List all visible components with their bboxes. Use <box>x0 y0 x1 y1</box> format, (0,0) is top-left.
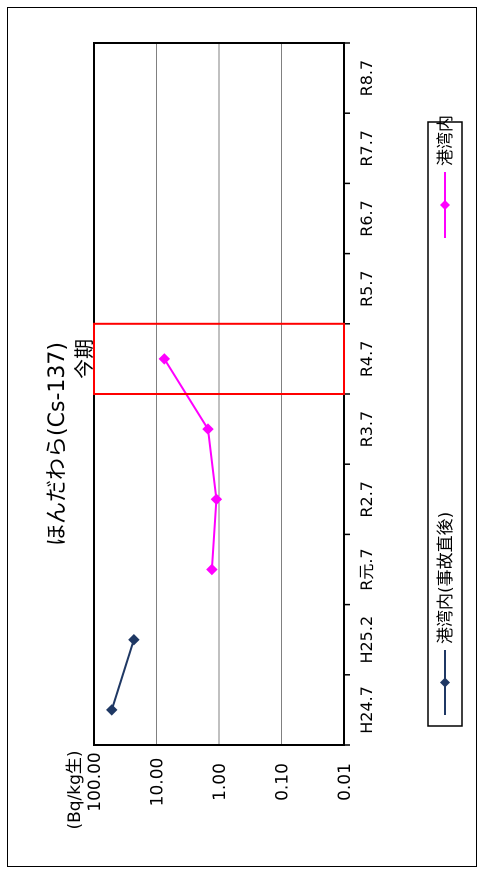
y-tick-label: 0.10 <box>273 763 293 801</box>
x-tick-label: R6.7 <box>357 200 376 237</box>
x-tick-label: R7.7 <box>357 130 376 167</box>
x-tick-label: R8.7 <box>357 60 376 97</box>
x-tick-label: R4.7 <box>357 341 376 378</box>
x-tick-label: H24.7 <box>357 686 376 734</box>
x-tick-label: R5.7 <box>357 270 376 307</box>
highlight-label: 今期 <box>72 339 96 379</box>
data-point <box>128 633 140 646</box>
data-point <box>106 704 118 716</box>
y-tick-label: 100.00 <box>85 752 105 811</box>
x-tick-label: H25.2 <box>357 616 376 664</box>
series-line <box>110 639 135 711</box>
data-point <box>202 423 214 435</box>
legend-label: 港湾内(事故直後) <box>436 512 456 644</box>
y-tick-label: 0.01 <box>335 763 355 801</box>
data-point <box>158 353 171 365</box>
x-tick-label: R3.7 <box>357 411 376 448</box>
y-axis-unit: (Bq/kg生) <box>65 750 85 829</box>
chart-frame <box>7 7 477 867</box>
y-tick-label: 10.00 <box>148 758 168 807</box>
legend: 港湾内(事故直後) 港湾内 <box>427 115 463 727</box>
labels-layer: 100.00 10.00 1.00 0.10 0.01 H24.7 H25.2 R元.7 R2.… <box>45 60 376 830</box>
legend-marker <box>440 677 450 688</box>
data-point <box>210 493 223 506</box>
highlight-layer <box>93 322 345 395</box>
legend-label: 港湾内 <box>436 115 456 166</box>
data-point <box>206 563 218 576</box>
axis-ticks <box>344 42 350 746</box>
legend-marker <box>440 200 450 210</box>
chart-title: ほんだわら(Cs-137) <box>45 342 70 546</box>
x-tick-label: R2.7 <box>357 481 376 518</box>
current-period-box <box>93 322 345 395</box>
series-layer <box>106 353 223 716</box>
x-tick-label: R元.7 <box>357 548 376 590</box>
series-line <box>163 358 218 570</box>
y-tick-label: 1.00 <box>210 763 230 801</box>
